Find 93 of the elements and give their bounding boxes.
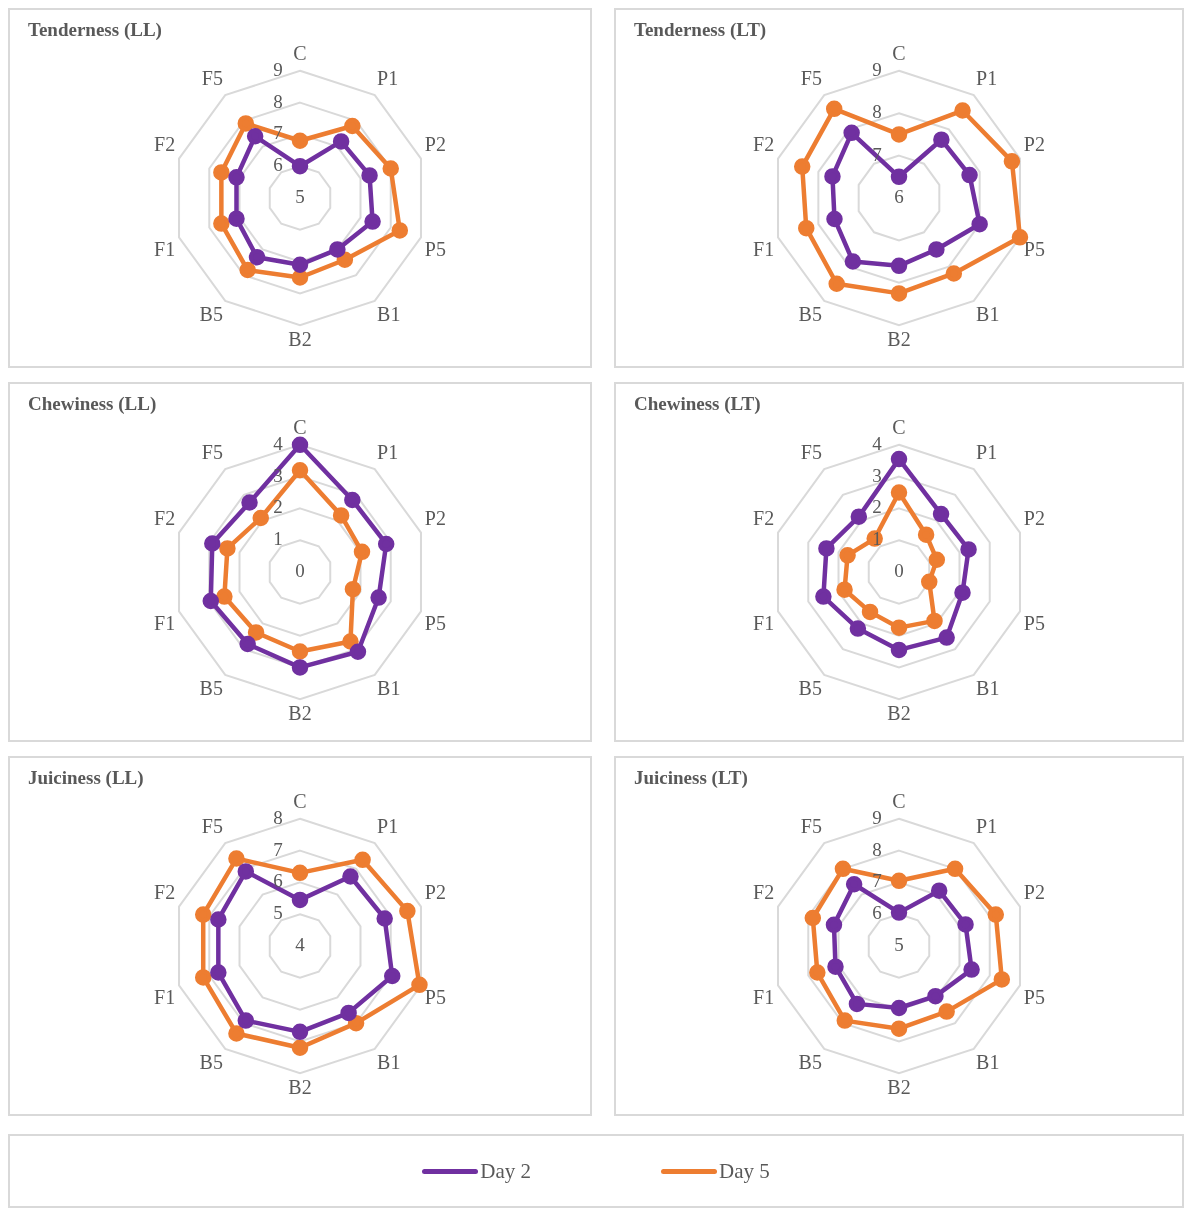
chart-title: Juiciness (LT) [634,767,748,790]
spoke-label: B1 [377,303,401,326]
spoke-label: B1 [976,677,1000,700]
spoke-label: F2 [154,506,176,529]
y-tick-label: 2 [273,496,283,518]
y-tick-label: 9 [273,58,283,80]
spoke-label: F5 [201,441,223,464]
spoke-label: P1 [976,815,998,838]
spoke-label: C [892,790,906,813]
spoke-label: P2 [1023,132,1045,155]
spoke-label: F1 [154,237,176,260]
spoke-label: F1 [154,611,176,634]
spoke-label: B1 [377,1051,401,1074]
spoke-label: P2 [1023,506,1045,529]
y-tick-label: 8 [273,806,283,828]
spoke-label: F2 [753,506,775,529]
spoke-label: F1 [753,611,775,634]
spoke-label: F2 [154,132,176,155]
spoke-label: B5 [199,303,223,326]
spoke-label: B2 [887,702,911,725]
spoke-label: P5 [424,611,446,634]
spoke-label: B5 [798,1051,822,1074]
spoke-label: P1 [976,67,998,90]
chart-title: Chewiness (LT) [634,393,761,416]
spoke-label: F2 [154,880,176,903]
spoke-label: B1 [976,1051,1000,1074]
spoke-label: C [293,416,307,439]
y-tick-label: 7 [273,838,283,860]
spoke-label: F5 [201,815,223,838]
spoke-label: F1 [753,237,775,260]
y-tick-label: 8 [872,838,882,860]
y-tick-label: 0 [295,559,305,581]
y-tick-label: 4 [872,432,883,454]
spoke-label: P2 [424,132,446,155]
chart-title: Tenderness (LL) [28,19,162,42]
y-tick-label: 1 [872,528,882,550]
spoke-label: B2 [887,328,911,351]
y-tick-label: 4 [295,933,306,955]
spoke-label: F5 [800,815,822,838]
spoke-label: F5 [800,67,822,90]
chart-title: Chewiness (LL) [28,393,157,416]
spoke-label: C [293,42,307,65]
y-tick-label: 6 [273,154,283,176]
y-tick-label: 5 [894,933,904,955]
spoke-label: B1 [976,303,1000,326]
spoke-label: P5 [1023,985,1045,1008]
spoke-label: P1 [976,441,998,464]
spoke-label: P2 [424,506,446,529]
y-tick-label: 9 [872,58,882,80]
spoke-label: F5 [800,441,822,464]
y-tick-label: 4 [273,432,284,454]
y-tick-label: 2 [872,496,882,518]
spoke-label: B2 [288,702,312,725]
spoke-label: C [293,790,307,813]
legend-label: Day 5 [719,1158,770,1184]
spoke-label: B2 [288,1076,312,1099]
y-tick-label: 3 [872,464,882,486]
y-tick-label: 6 [894,185,904,207]
spoke-label: F2 [753,880,775,903]
y-tick-label: 8 [872,101,882,123]
y-tick-label: 6 [872,902,882,924]
y-tick-label: 7 [872,143,882,165]
spoke-label: F1 [154,985,176,1008]
spoke-label: P1 [377,815,399,838]
spoke-label: B5 [199,1051,223,1074]
spoke-label: P5 [1023,237,1045,260]
spoke-label: P5 [424,237,446,260]
spoke-label: P1 [377,441,399,464]
spoke-label: B2 [288,328,312,351]
spoke-label: P5 [1023,611,1045,634]
y-tick-label: 8 [273,90,283,112]
spoke-label: P2 [1023,880,1045,903]
spoke-label: F5 [201,67,223,90]
y-tick-label: 0 [894,559,904,581]
spoke-label: P1 [377,67,399,90]
y-tick-label: 9 [872,806,882,828]
spoke-label: C [892,42,906,65]
chart-title: Tenderness (LT) [634,19,767,42]
chart-title: Juiciness (LL) [28,767,144,790]
spoke-label: B5 [798,677,822,700]
spoke-label: B5 [199,677,223,700]
spoke-label: F1 [753,985,775,1008]
spoke-label: C [892,416,906,439]
spoke-label: B5 [798,303,822,326]
y-tick-label: 1 [273,528,283,550]
y-tick-label: 5 [273,902,283,924]
spoke-label: B1 [377,677,401,700]
y-tick-label: 5 [295,185,305,207]
spoke-label: P5 [424,985,446,1008]
spoke-label: F2 [753,132,775,155]
legend-label: Day 2 [480,1158,531,1184]
spoke-label: B2 [887,1076,911,1099]
spoke-label: P2 [424,880,446,903]
